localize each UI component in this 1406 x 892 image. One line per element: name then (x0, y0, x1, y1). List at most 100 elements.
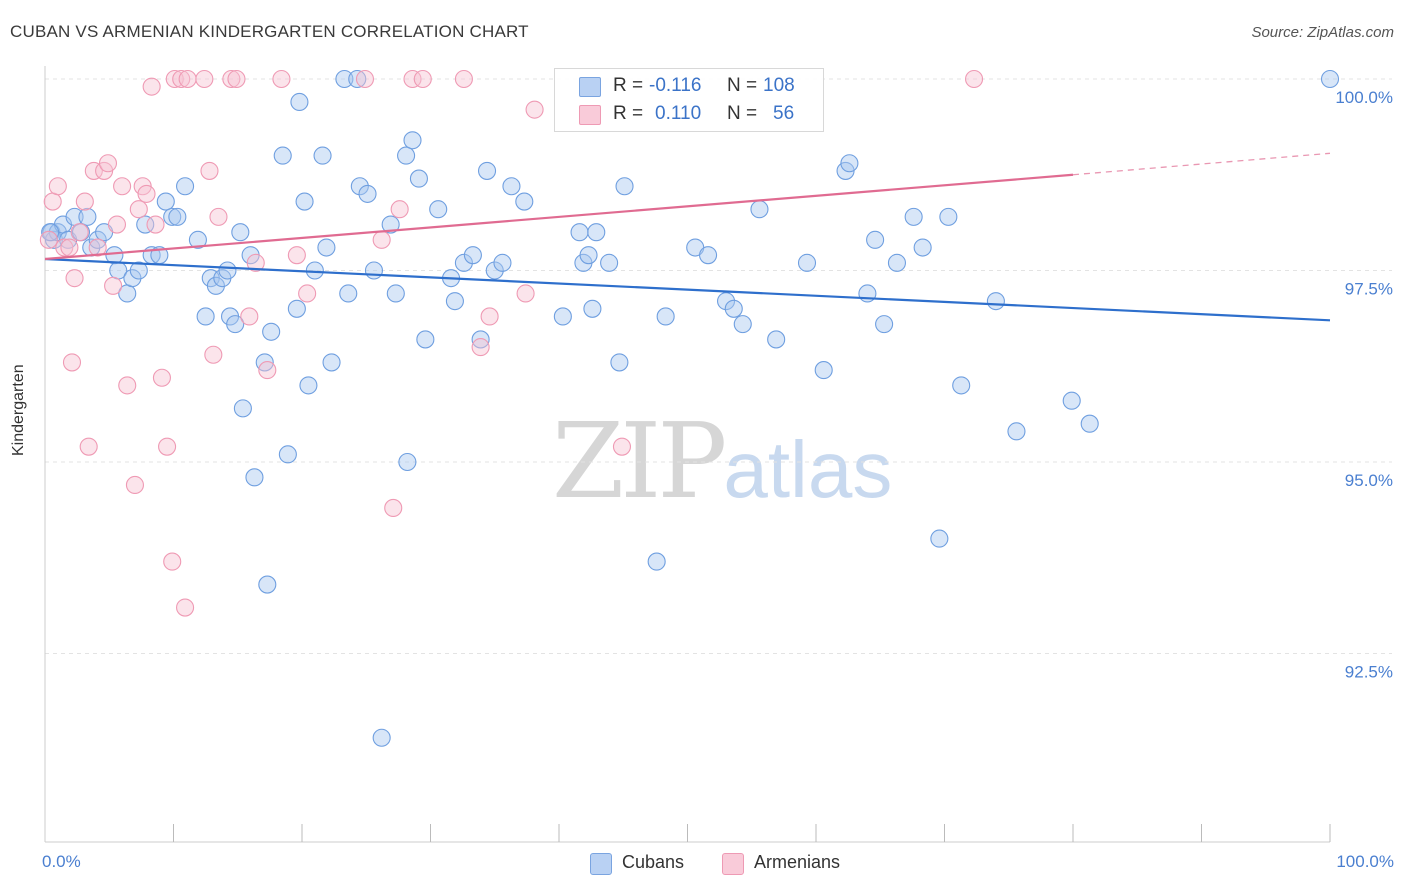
cubans-point (1080, 414, 1099, 433)
cubans-point (295, 192, 314, 211)
armenians-point (413, 69, 432, 89)
cubans-point (656, 307, 675, 326)
armenians-point (118, 376, 137, 395)
cubans-point (136, 215, 155, 234)
watermark-zip: ZIP (552, 400, 727, 522)
cubans-point (875, 315, 894, 334)
cubans-point (733, 315, 752, 334)
cubans-point (1007, 422, 1026, 441)
cubans-point (233, 399, 252, 418)
cubans-point (372, 728, 391, 747)
cubans-point (463, 246, 482, 265)
legend-swatch-cubans (579, 77, 601, 97)
cubans-point (88, 230, 107, 249)
cubans-point (358, 184, 377, 203)
armenians-point (372, 230, 391, 249)
cubans-point (156, 192, 175, 211)
cubans-point (477, 161, 497, 180)
legend-r-label: R = (613, 75, 644, 96)
gridlines (45, 78, 1392, 654)
cubans-point (904, 207, 923, 226)
cubans-point (262, 322, 281, 341)
cubans-point (163, 207, 182, 226)
armenians-point (471, 338, 490, 357)
cubans-point (750, 200, 769, 219)
cubans-point (245, 468, 264, 487)
stats-legend: R = -0.116 N = 108 R = 0.110 N = 56 (554, 68, 824, 132)
cubans-point (1320, 69, 1340, 89)
cubans-point (553, 307, 572, 326)
cubans-point (840, 154, 859, 173)
armenians-point (287, 246, 306, 265)
armenians-point (39, 230, 58, 249)
cubans-point (317, 238, 336, 257)
legend-swatch-armenians (579, 105, 601, 125)
cubans-trend-line (44, 257, 1331, 322)
cubans-point (485, 261, 504, 280)
armenians-trend-line (44, 173, 1074, 261)
cubans-point (398, 452, 417, 472)
armenians-point (55, 238, 74, 257)
legend-n-value-armenians: 56 (773, 103, 795, 124)
cubans-point (647, 552, 666, 571)
cubans-point (364, 261, 384, 280)
watermark-atlas: atlas (723, 425, 893, 514)
cubans-point (767, 330, 786, 349)
armenians-point (163, 552, 182, 571)
cubans-point (445, 292, 464, 311)
legend-swatch-cubans (590, 853, 612, 875)
cubans-point (129, 261, 148, 280)
armenians-point (165, 69, 184, 89)
cubans-point (188, 230, 207, 249)
cubans-point (231, 223, 250, 242)
cubans-point (699, 246, 718, 265)
armenians-point (390, 200, 409, 219)
armenians-point (178, 69, 197, 89)
armenians-point (113, 177, 132, 196)
cubans-point (502, 177, 521, 196)
x-tick-label-max: 100.0% (1336, 852, 1394, 871)
cubans-point (716, 292, 736, 311)
cubans-point (515, 192, 534, 211)
y-tick-label: 92.5% (1345, 663, 1393, 682)
armenians-point (204, 345, 223, 364)
y-axis-label: Kindergarten (10, 364, 27, 456)
armenians-point (240, 307, 259, 326)
cubans-point (273, 146, 292, 165)
cubans-points (41, 69, 1340, 747)
cubans-point (913, 238, 932, 257)
cubans-point (403, 131, 422, 150)
legend-swatch-armenians (722, 853, 744, 875)
trend-lines (44, 152, 1331, 322)
cubans-point (1062, 391, 1081, 410)
armenians-point (355, 69, 375, 89)
y-tick-label: 97.5% (1345, 280, 1393, 299)
cubans-point (78, 207, 97, 226)
cubans-point (570, 223, 589, 242)
cubans-point (939, 207, 958, 226)
armenians-point (965, 69, 984, 89)
cubans-point (952, 376, 971, 395)
armenians-point (60, 238, 79, 257)
armenians-point (137, 184, 156, 203)
armenians-point (152, 368, 171, 387)
cubans-point (206, 276, 225, 295)
cubans-point (278, 445, 297, 464)
legend-n-value-cubans: 108 (763, 75, 795, 96)
y-tick-labels: 100.0% 97.5% 95.0% 92.5% (1335, 88, 1393, 682)
legend-row-cubans: R = -0.116 N = 108 (579, 75, 819, 99)
armenians-point (125, 475, 144, 495)
cubans-point (41, 223, 60, 242)
legend-r-value-cubans: -0.116 (649, 75, 702, 96)
armenians-point (75, 192, 94, 211)
cubans-point (168, 207, 187, 226)
legend-n-label: N = (727, 103, 758, 124)
cubans-point (290, 92, 309, 112)
cubans-point (887, 253, 907, 272)
cubans-point (258, 575, 277, 594)
cubans-point (123, 269, 142, 288)
armenians-point (172, 69, 191, 89)
cubans-point (724, 299, 743, 318)
cubans-point (866, 230, 885, 249)
legend-label-armenians: Armenians (754, 852, 841, 872)
